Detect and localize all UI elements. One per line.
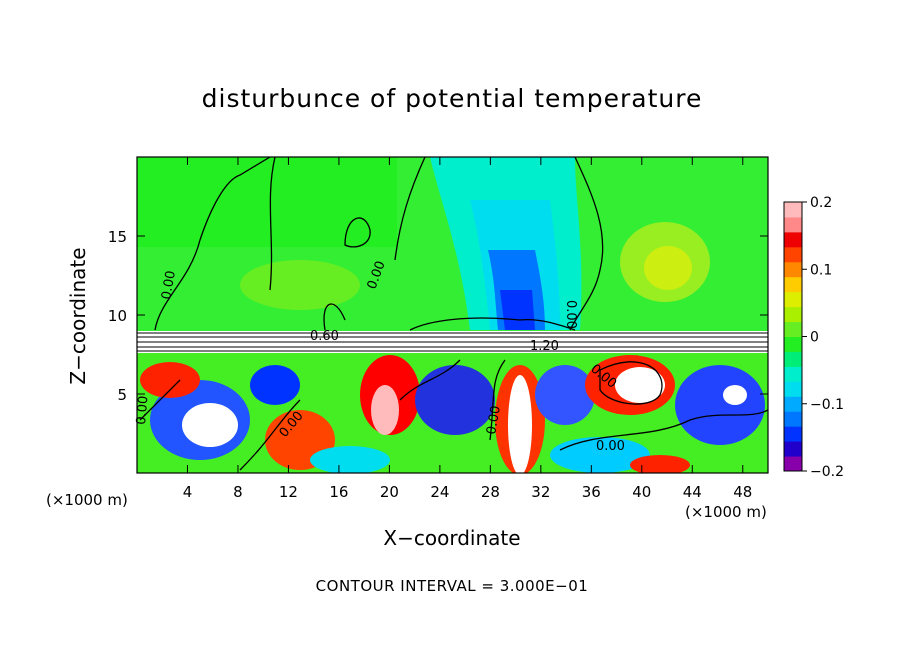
- cold-eddy-2: [250, 365, 300, 405]
- x-tick-label: 8: [233, 483, 243, 501]
- colorbar-swatch: [784, 276, 802, 293]
- x-tick-label: 28: [481, 483, 500, 501]
- colorbar-swatch: [784, 381, 802, 397]
- colorbar-tick-label: −0.2: [810, 464, 844, 480]
- contour-line-5: [569, 157, 604, 331]
- colorbar-tick-label: 0: [810, 330, 819, 346]
- colorbar-swatch: [784, 351, 802, 367]
- colorbar-swatch: [784, 291, 802, 308]
- colorbar-swatch: [784, 396, 802, 412]
- contour-line-4: [394, 157, 426, 261]
- colorbar-swatch: [784, 336, 802, 352]
- contour-interval-note: CONTOUR INTERVAL = 3.000E−01: [315, 577, 589, 595]
- colorbar-swatch: [784, 306, 802, 323]
- heatmap-field: [137, 157, 768, 473]
- warm-eddy-1: [140, 362, 200, 398]
- contour-line-10: [239, 399, 301, 471]
- colorbar-swatch: [784, 202, 802, 218]
- x-tick-label: 24: [430, 483, 449, 501]
- x-tick-label: 36: [582, 483, 601, 501]
- colorbar-swatch: [784, 441, 802, 457]
- warm-patch-inner: [644, 246, 692, 290]
- cool-band-2: [310, 446, 390, 473]
- contour-line-11: [489, 359, 506, 441]
- colorbar-tick-label: −0.1: [810, 397, 844, 413]
- x-tick-label: 12: [279, 483, 298, 501]
- colorbar-tick-label: 0.1: [810, 262, 832, 278]
- warm-patch-left: [240, 260, 360, 310]
- cold-eddy-3: [415, 365, 495, 435]
- x-tick-label: 44: [683, 483, 702, 501]
- chart-title: disturbunce of potential temperature: [201, 84, 703, 113]
- x-axis: 4 8 12 16 20 24 28 32 36 40 44 48: [183, 157, 752, 501]
- contour-label: 0.00: [134, 395, 151, 425]
- colorbar-swatch: [784, 426, 802, 442]
- contour-label: 1.20: [530, 339, 559, 354]
- contour-line-13: [409, 317, 576, 331]
- contour-line-7: [599, 361, 663, 405]
- contour-label: 0.00: [484, 405, 504, 436]
- colorbar-swatch: [784, 261, 802, 278]
- contour-label: 0.00: [563, 300, 578, 329]
- contour-line-3: [344, 217, 371, 248]
- y-axis-label: Z−coordinate: [66, 247, 90, 385]
- x-tick-label: 40: [632, 483, 651, 501]
- warm-column-core: [508, 375, 532, 473]
- colorbar-swatch: [784, 216, 802, 233]
- cold-plume-center: [500, 290, 535, 330]
- colorbar-swatch: [784, 366, 802, 382]
- contour-line-9: [139, 379, 181, 421]
- contour-line-2: [269, 157, 276, 291]
- y-tick-label: 10: [108, 307, 127, 325]
- x-axis-label: X−coordinate: [383, 526, 521, 550]
- colorbar-swatch: [784, 456, 802, 472]
- y-tick-label: 15: [108, 228, 127, 246]
- colorbar-swatch: [784, 231, 802, 248]
- contour-line-1: [154, 157, 271, 331]
- cold-eddy-5-core: [723, 385, 747, 405]
- contour-label: 0.00: [159, 270, 179, 301]
- contour-line-6: [323, 303, 346, 331]
- warm-bottom: [630, 455, 690, 473]
- cool-band: [550, 437, 650, 473]
- contour-line-8: [559, 409, 768, 451]
- x-tick-label: 16: [329, 483, 348, 501]
- x-unit-right: (×1000 m): [685, 503, 767, 521]
- warm-eddy-3-core: [371, 385, 399, 435]
- contour-line-12: [399, 359, 461, 401]
- x-tick-label: 48: [733, 483, 752, 501]
- eddy-white-1: [182, 403, 238, 447]
- cold-eddy-5: [675, 365, 765, 445]
- cold-eddy-4: [535, 365, 595, 425]
- x-tick-label: 20: [380, 483, 399, 501]
- x-unit-left: (×1000 m): [46, 491, 128, 509]
- warm-eddy-4-core: [615, 367, 665, 403]
- contour-label: 0.60: [310, 329, 339, 344]
- x-tick-label: 32: [531, 483, 550, 501]
- y-axis: 5 10 15: [108, 228, 768, 404]
- colorbar-tick-label: 0.2: [810, 195, 832, 211]
- x-tick-label: 4: [183, 483, 193, 501]
- colorbar: 0.2 0.1 0 −0.1 −0.2: [783, 195, 844, 480]
- colorbar-swatch: [784, 321, 802, 337]
- upper-left-region: [137, 157, 397, 247]
- colorbar-swatch: [784, 411, 802, 427]
- colorbar-swatch: [784, 246, 802, 263]
- contour-label: 0.00: [596, 439, 625, 454]
- y-tick-label: 5: [117, 386, 127, 404]
